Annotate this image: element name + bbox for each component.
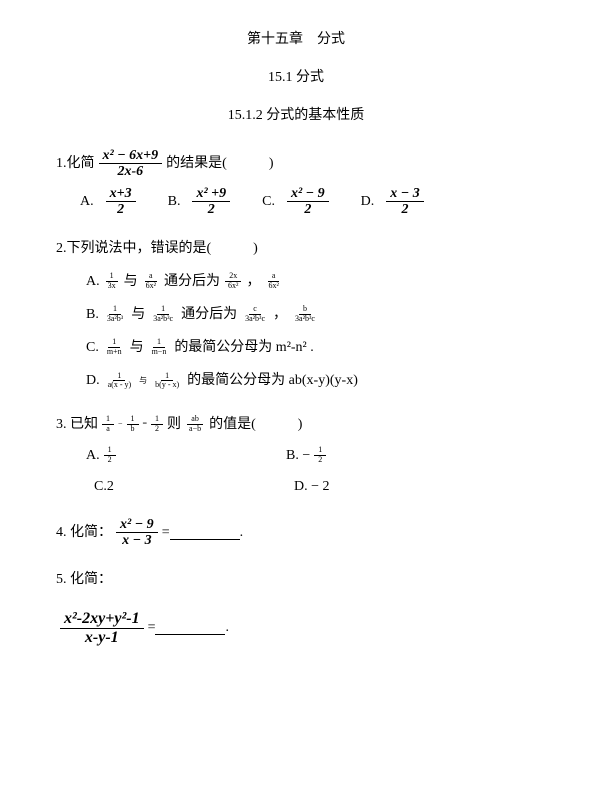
p1-frac-den: 2x-6 [114,164,148,179]
p3-option-a: A. 12 [86,443,286,468]
frac-den: a−b [185,425,205,434]
problem-1: 1.化简 x² − 6x+9 2x-6 的结果是( ) A. x+32 B. x… [56,148,536,218]
frac-num: x² − 9 [116,517,158,533]
frac-den: a [102,425,114,434]
text: = [148,620,156,636]
p1-tail: 的结果是( ) [166,151,273,176]
p1-fraction: x² − 6x+9 2x-6 [99,148,163,180]
p2-option-c: C. 1m+n 与 1m−n 的最简公分母为 m²-n² . [86,335,536,360]
p5-lead: 5. 化简： [56,567,536,592]
text: 与 [124,269,138,294]
p2-option-d: D. 1a(x - y) 与 1b(y - x) 的最简公分母为 ab(x-y)… [86,368,536,393]
opt-label: B. [168,189,181,214]
problem-2: 2.下列说法中，错误的是( ) A. 13x 与 a6x² 通分后为 2x6x²… [56,236,536,394]
frac-den: 3a²b³c [149,315,177,324]
frac-den: 3a²b³ [103,315,127,324]
text: 通分后为 [164,269,220,294]
p3-option-b: B. − 12 [286,443,330,468]
opt-label: C. [86,335,99,360]
frac-den: x-y-1 [81,629,123,647]
problem-3: 3. 已知 1a − 1b = 12 则 aba−b 的值是( ) A. 12 … [56,412,536,500]
opt-label: B. [86,302,99,327]
p2-stem: 2.下列说法中，错误的是( ) [56,236,536,261]
p3-option-c: C.2 [94,474,294,499]
p3-tail: 的值是( ) [209,412,302,437]
opt-label: D. [361,189,375,214]
frac-den: 2 [204,202,219,217]
p1-lead: 1.化简 [56,151,95,176]
text: = [162,520,170,545]
frac-den: m+n [103,348,126,357]
opt-label: B. − [286,443,310,468]
text: 与 [130,335,144,360]
frac-den: 6x² [142,282,160,291]
text: ， [273,302,287,327]
text: 的最简公分母为 ab(x-y)(y-x) [187,368,358,393]
frac-den: 3x [104,282,120,291]
text: 通分后为 [181,302,237,327]
problem-5-expr: x²-2xy+y²-1x-y-1 = . [56,610,536,646]
text: . [240,520,244,545]
answer-blank [155,621,225,635]
problem-4: 4. 化简： x² − 9x − 3 = . [56,517,536,549]
frac-num: x+3 [106,186,136,202]
p3-option-d: D. − 2 [294,474,330,499]
frac-den: b(y - x) [151,381,183,390]
text: . [225,620,229,636]
frac-den: 2 [314,456,326,465]
frac-den: 3a²b³c [291,315,319,324]
chapter-title: 第十五章 分式 [56,28,536,48]
p1-option-c: C. x² − 92 [262,186,333,218]
frac-den: 2 [113,202,128,217]
text: 的最简公分母为 m²-n² . [174,335,313,360]
answer-blank [170,526,240,540]
p2-option-b: B. 13a²b³ 与 13a²b³c 通分后为 c3a²b³c ， b3a²b… [86,302,536,327]
frac-num: x²-2xy+y²-1 [60,610,144,629]
frac-num: x − 3 [386,186,423,202]
frac-den: 6x² [264,282,282,291]
section-title: 15.1 分式 [56,66,536,86]
text: 与 [139,374,147,388]
frac-den: m−n [148,348,171,357]
frac-den: 2 [151,425,163,434]
frac-den: 2 [398,202,413,217]
text: − [118,417,123,431]
opt-label: A. [86,443,100,468]
opt-label: C. [262,189,275,214]
frac-num: x² +9 [192,186,230,202]
text: 则 [167,412,181,437]
subsection-title: 15.1.2 分式的基本性质 [56,104,536,124]
frac-den: a(x - y) [104,381,136,390]
frac-den: 2 [300,202,315,217]
frac-den: x − 3 [118,533,155,548]
frac-den: b [127,425,139,434]
text: ， [246,269,260,294]
problem-5: 5. 化简： [56,567,536,592]
p3-lead: 3. 已知 [56,412,98,437]
p1-option-d: D. x − 32 [361,186,428,218]
frac-num: x² − 9 [287,186,329,202]
opt-label: A. [86,269,100,294]
p1-option-b: B. x² +92 [168,186,235,218]
p4-lead: 4. 化简： [56,520,112,545]
p2-option-a: A. 13x 与 a6x² 通分后为 2x6x² ， a6x² [86,269,536,294]
frac-den: 6x² [224,282,242,291]
opt-label: D. [86,368,100,393]
opt-label: A. [80,189,94,214]
p1-option-a: A. x+32 [80,186,140,218]
frac-den: 3a²b³c [241,315,269,324]
text: 与 [131,302,145,327]
frac-den: 2 [104,456,116,465]
p1-frac-num: x² − 6x+9 [99,148,163,164]
text: = [143,417,148,431]
